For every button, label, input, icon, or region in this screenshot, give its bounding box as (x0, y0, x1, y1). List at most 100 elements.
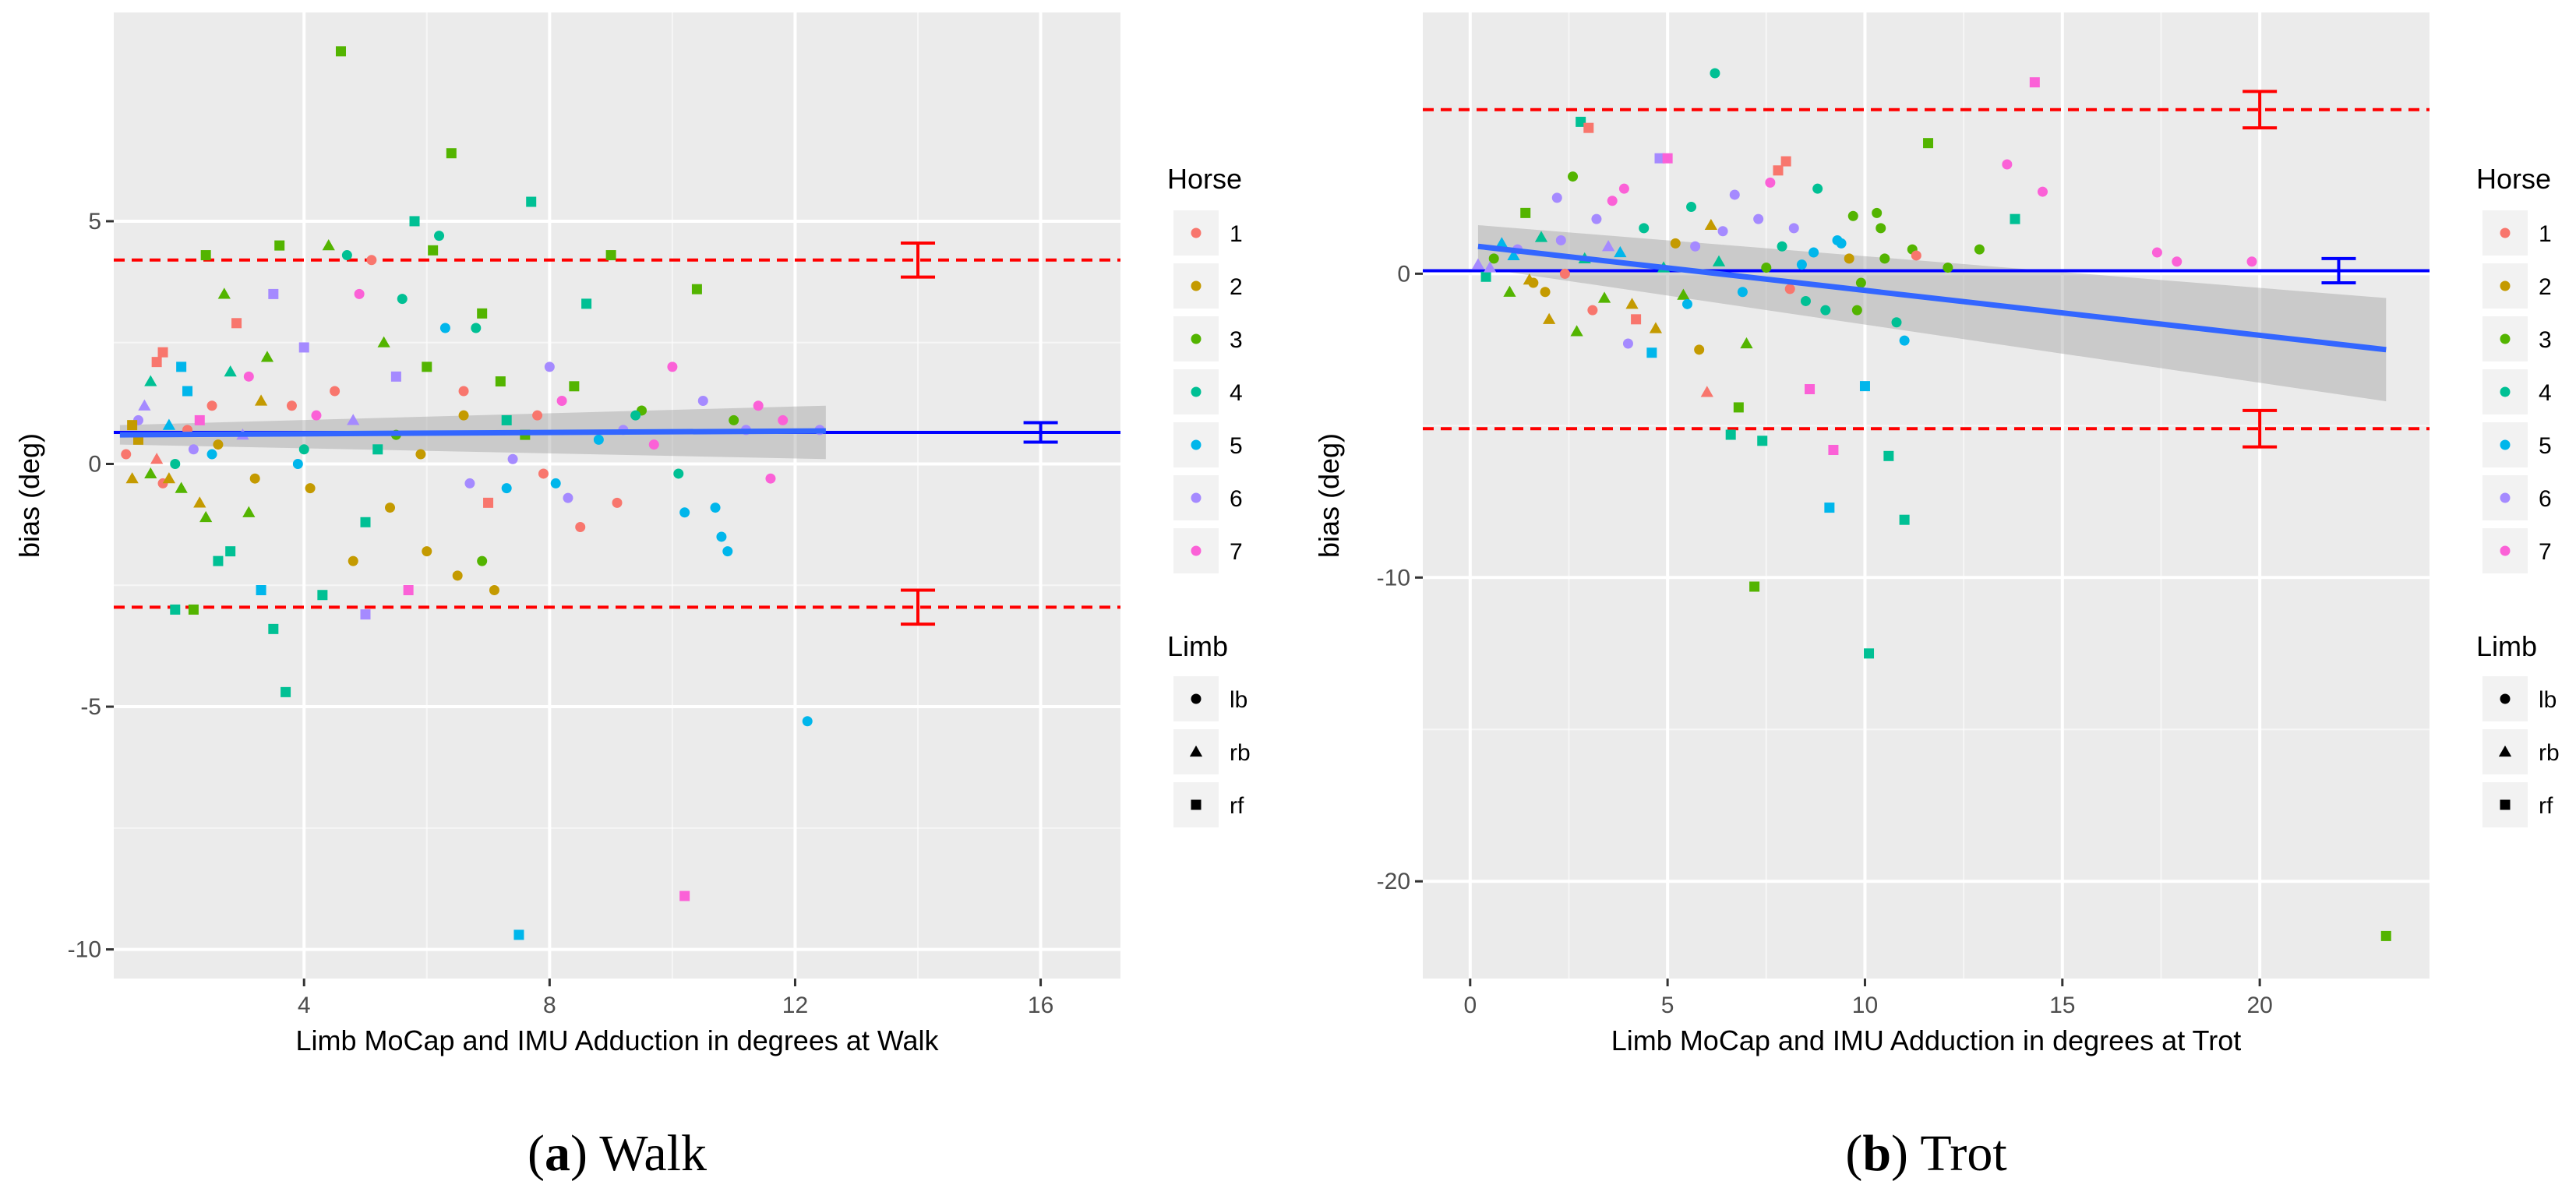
data-point-walk (409, 216, 420, 227)
legend-key-limb-trot (2500, 799, 2511, 810)
x-ticks-trot: 0 5 10 15 20 (1463, 979, 2273, 1018)
data-point-trot (1471, 258, 1485, 270)
data-point-walk (175, 481, 188, 493)
data-point-trot (1639, 223, 1650, 234)
legend-title-horse-walk: Horse (1167, 163, 1242, 195)
data-point-trot (1523, 273, 1536, 285)
data-point-walk (753, 400, 764, 411)
data-point-walk (648, 439, 659, 450)
data-point-walk (182, 386, 193, 397)
data-point-walk (434, 231, 445, 242)
data-point-trot (1879, 253, 1890, 264)
data-point-walk (697, 395, 708, 406)
data-point-trot (1733, 402, 1744, 413)
data-point-walk (125, 472, 139, 484)
data-point-trot (1480, 271, 1491, 282)
data-point-trot (1844, 253, 1854, 264)
data-point-walk (390, 371, 401, 382)
data-point-walk (471, 323, 482, 333)
data-point-walk (452, 570, 463, 581)
data-point-walk (630, 410, 641, 421)
legend-label-horse-trot: 6 (2539, 486, 2552, 512)
data-point-trot (1646, 347, 1657, 358)
data-point-walk (188, 604, 199, 615)
data-point-walk (569, 381, 580, 392)
data-point-trot (1800, 295, 1811, 306)
plot-walk: 4 8 12 16 -10 -5 0 5 Limb MoCap and IMU Adduct… (13, 12, 1120, 1182)
data-point-trot (1780, 156, 1791, 167)
points-walk (119, 46, 826, 940)
plot-trot: 0 5 10 15 20 -20 -10 0 Limb MoCap and IMU Addu… (1313, 12, 2430, 1182)
data-point-walk (206, 449, 217, 460)
data-point-walk (268, 288, 279, 299)
data-point-walk (403, 585, 414, 596)
data-point-walk (372, 444, 383, 455)
data-point-trot (1788, 223, 1799, 234)
data-point-walk (150, 453, 164, 464)
data-point-walk (298, 342, 309, 353)
x-axis-label-trot: Limb MoCap and IMU Adduction in degrees … (1611, 1024, 2241, 1056)
x-axis-label-walk: Limb MoCap and IMU Adduction in degrees … (295, 1024, 939, 1056)
data-point-walk (385, 503, 396, 513)
legend-key-limb-walk (1191, 693, 1202, 704)
data-point-walk (194, 414, 205, 425)
data-point-trot (1820, 305, 1831, 316)
data-point-walk (151, 357, 162, 368)
data-point-walk (563, 492, 573, 503)
data-point-trot (1891, 317, 1902, 328)
data-point-walk (673, 468, 684, 479)
data-point-walk (605, 250, 616, 261)
data-point-walk (679, 890, 690, 901)
data-point-walk (532, 410, 543, 421)
data-point-walk (581, 298, 592, 309)
data-point-trot (1576, 116, 1586, 127)
legend-title-limb-walk: Limb (1167, 630, 1228, 662)
data-point-trot (2029, 77, 2040, 88)
data-point-trot (1872, 207, 1883, 218)
data-point-walk (347, 414, 360, 425)
data-point-walk (489, 585, 499, 596)
x-tick-label-walk: 16 (1028, 993, 1053, 1018)
data-point-walk (691, 284, 702, 294)
data-point-trot (1784, 284, 1795, 294)
legend-title-horse-trot: Horse (2476, 163, 2551, 195)
data-point-trot (1855, 277, 1866, 288)
data-point-trot (1570, 325, 1583, 337)
data-point-walk (249, 473, 260, 484)
data-point-walk (162, 418, 176, 430)
data-point-trot (1832, 235, 1843, 245)
data-point-walk (144, 375, 157, 386)
data-point-trot (1622, 338, 1633, 349)
data-point-trot (1618, 183, 1629, 194)
data-point-trot (1484, 261, 1497, 273)
data-point-trot (1704, 218, 1717, 231)
y-tick-label-walk: -10 (68, 937, 101, 963)
legend-label-limb-walk: lb (1230, 687, 1247, 713)
x-tick-label-trot: 5 (1661, 993, 1674, 1018)
data-point-trot (1495, 237, 1509, 249)
y-tick-label-walk: 5 (88, 209, 101, 235)
data-point-walk (268, 623, 279, 634)
data-point-walk (415, 449, 426, 460)
data-point-trot (1911, 250, 1921, 261)
data-point-trot (1974, 244, 1985, 255)
data-point-trot (1824, 503, 1835, 513)
data-point-walk (256, 585, 266, 596)
data-point-trot (1551, 192, 1562, 203)
legend-key-limb-walk (1189, 745, 1203, 757)
data-point-walk (477, 308, 488, 319)
data-point-walk (428, 245, 439, 256)
data-point-walk (348, 555, 358, 566)
data-point-trot (1607, 196, 1618, 206)
data-point-walk (360, 609, 371, 620)
legend-key-horse-trot (2500, 492, 2511, 503)
data-point-walk (193, 496, 206, 508)
data-point-trot (1507, 249, 1520, 261)
data-point-walk (778, 414, 789, 425)
data-point-walk (121, 449, 132, 460)
data-point-walk (716, 531, 727, 542)
data-point-walk (366, 255, 377, 266)
data-point-trot (2151, 247, 2162, 258)
data-point-walk (538, 468, 549, 479)
legend-label-limb-trot: rf (2539, 793, 2553, 819)
